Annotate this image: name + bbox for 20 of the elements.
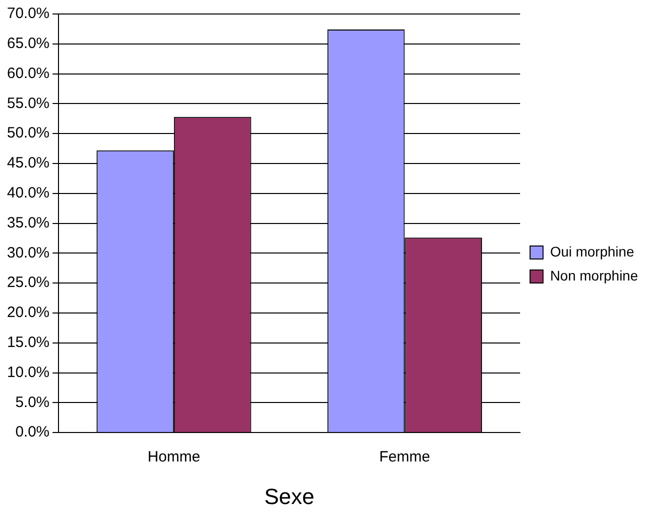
legend-label: Oui morphine [550, 243, 634, 260]
y-tick-label: 0.0% [15, 424, 50, 441]
y-tick-label: 15.0% [6, 334, 50, 352]
y-tick-label: 20.0% [6, 304, 50, 322]
y-tick-label: 35.0% [6, 214, 50, 232]
legend-label: Non morphine [550, 267, 638, 284]
y-tick-label: 30.0% [6, 244, 50, 262]
x-axis-title: Sexe [264, 484, 314, 509]
y-tick-label: 5.0% [15, 394, 50, 411]
y-tick-label: 65.0% [6, 35, 50, 52]
y-tick-label: 25.0% [6, 274, 50, 292]
y-tick-label: 50.0% [6, 124, 50, 142]
y-tick-label: 55.0% [6, 94, 50, 112]
x-tick-label: Homme [148, 448, 200, 466]
x-tick-label: Femme [379, 448, 430, 466]
y-tick-label: 10.0% [6, 364, 50, 381]
y-tick-label: 45.0% [6, 154, 50, 172]
y-tick-label: 40.0% [6, 184, 50, 202]
y-tick-label: 60.0% [6, 64, 50, 82]
y-tick-label: 70.0% [6, 5, 50, 22]
